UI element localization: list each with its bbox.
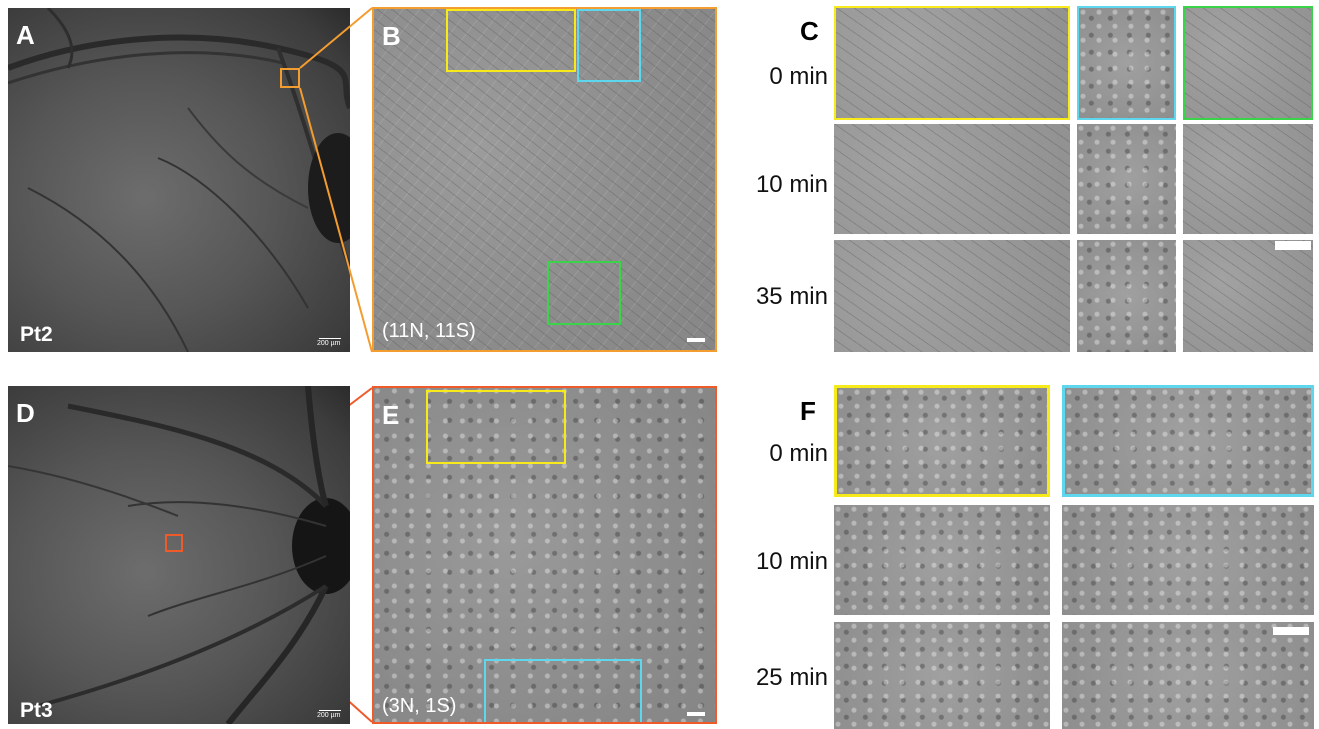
time-label-35: 35 min	[755, 283, 828, 310]
roi-cyan	[484, 659, 642, 722]
panel-letter-a: A	[16, 20, 35, 50]
crop-green-10min	[1183, 124, 1313, 234]
roi-yellow	[426, 390, 566, 464]
fundus-image-pt3: D Pt3 200 µm	[8, 386, 350, 724]
fundus-image-pt2: A Pt2 200 µm	[8, 8, 350, 352]
crop-yellow-0min	[834, 6, 1070, 120]
scale-bar-label: 200 µm	[317, 712, 341, 719]
roi-yellow	[446, 9, 576, 72]
panel-letter-c: C	[800, 16, 819, 46]
time-label-0: 0 min	[769, 440, 828, 467]
scale-bar-label: 200 µm	[317, 340, 341, 347]
aoslo-image-e: E (3N, 1S)	[372, 386, 717, 724]
panel-letter-e: E	[382, 400, 400, 430]
retinal-vessels-graphic	[8, 8, 350, 352]
scale-bar	[319, 710, 341, 711]
roi-green	[547, 261, 621, 325]
panel-letter-b: B	[382, 21, 401, 51]
crop-cyan-35min	[1077, 240, 1176, 352]
crop-green-0min	[1183, 6, 1313, 120]
time-label-0: 0 min	[769, 63, 828, 90]
retinal-vessels-graphic	[8, 386, 350, 724]
scale-bar	[319, 338, 341, 339]
roi-cyan	[577, 9, 641, 82]
crop-cyan-10min	[1062, 505, 1314, 615]
crop-yellow-0min	[834, 385, 1050, 497]
crop-cyan-0min	[1077, 6, 1176, 120]
region-marker-orange	[165, 534, 183, 552]
time-label-25: 25 min	[755, 664, 828, 691]
scale-bar	[687, 712, 705, 716]
aoslo-image-b: B (11N, 11S)	[372, 7, 717, 352]
retinal-coordinates: (11N, 11S)	[382, 320, 476, 342]
crop-yellow-10min	[834, 124, 1070, 234]
crop-cyan-10min	[1077, 124, 1176, 234]
time-label-10: 10 min	[755, 548, 828, 575]
crop-yellow-10min	[834, 505, 1050, 615]
crop-cyan-25min	[1062, 622, 1314, 729]
panel-letter-d: D	[16, 398, 35, 428]
crop-yellow-25min	[834, 622, 1050, 729]
region-marker-orange	[280, 68, 300, 88]
crop-cyan-0min	[1062, 385, 1314, 497]
scale-bar-c	[1275, 241, 1311, 250]
patient-label-pt2: Pt2	[20, 323, 53, 346]
retinal-coordinates: (3N, 1S)	[382, 695, 457, 717]
time-label-10: 10 min	[755, 171, 828, 198]
crop-green-35min	[1183, 240, 1313, 352]
patient-label-pt3: Pt3	[20, 699, 53, 722]
scale-bar-f	[1273, 627, 1309, 635]
crop-yellow-35min	[834, 240, 1070, 352]
panel-letter-f: F	[800, 396, 816, 426]
scale-bar	[687, 338, 705, 342]
